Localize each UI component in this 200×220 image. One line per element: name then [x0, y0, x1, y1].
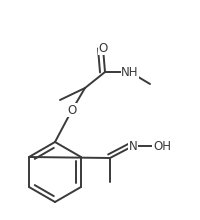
Text: O: O	[98, 42, 107, 55]
Text: OH: OH	[152, 139, 170, 152]
Text: O: O	[67, 103, 76, 117]
Text: NH: NH	[121, 66, 138, 79]
Text: N: N	[128, 139, 137, 152]
